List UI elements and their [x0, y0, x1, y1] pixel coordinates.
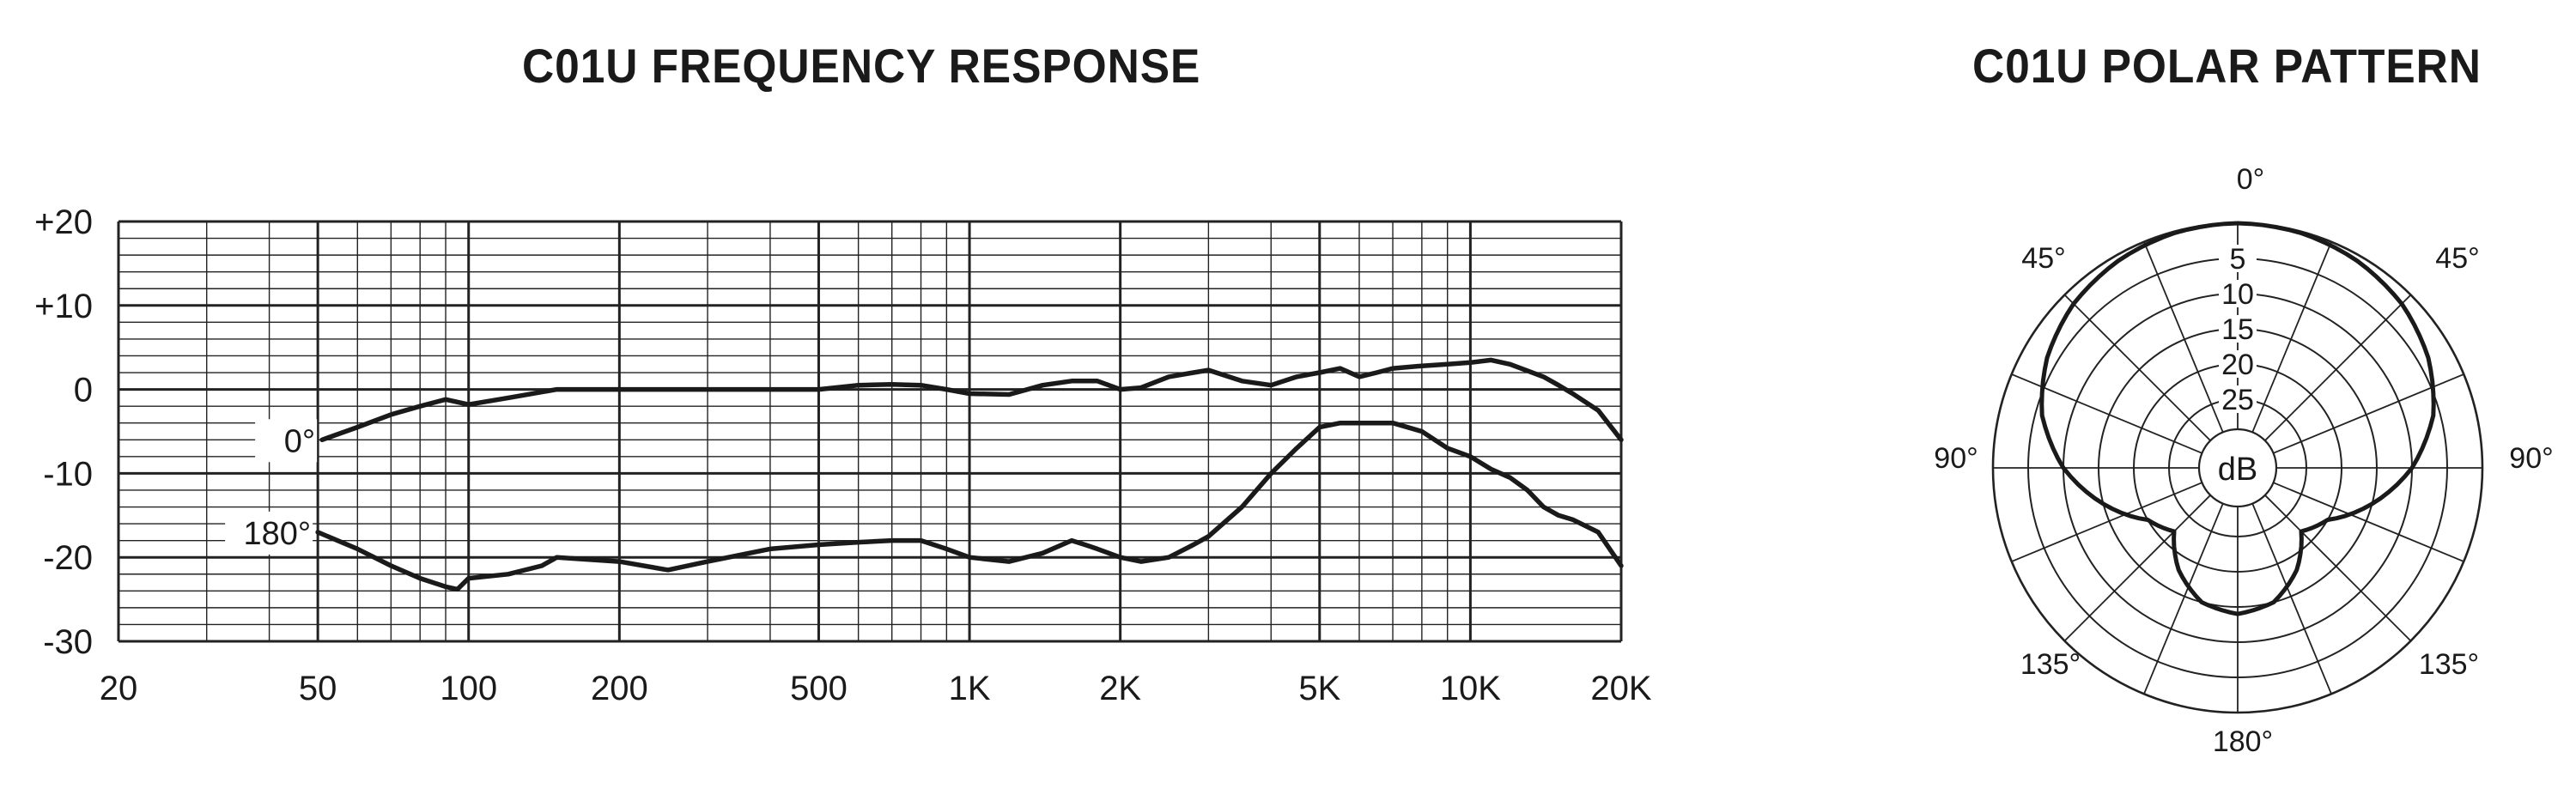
y-tick-label: +10 — [34, 288, 93, 325]
angle-label: 90° — [1934, 442, 1978, 475]
series-label: 180° — [244, 516, 312, 552]
x-tick-label: 50 — [299, 670, 337, 707]
x-tick-label: 500 — [790, 670, 848, 707]
polar-spoke — [2143, 503, 2224, 695]
frequency-response-title: C01U FREQUENCY RESPONSE — [522, 39, 1201, 93]
radial-unit-label: dB — [2218, 452, 2257, 488]
polar-spoke — [2251, 503, 2332, 695]
polar-spoke — [2063, 294, 2211, 441]
y-tick-label: -10 — [43, 455, 93, 493]
polar-pattern-series — [2039, 221, 2436, 616]
x-tick-label: 5K — [1298, 670, 1340, 707]
y-tick-label: -30 — [43, 623, 93, 661]
series-line-180-degree — [315, 420, 1624, 592]
radial-tick-label: 5 — [2230, 243, 2246, 276]
radial-tick-label: 20 — [2221, 349, 2254, 381]
series-label: 0° — [284, 423, 315, 459]
radial-tick-label-background — [2219, 245, 2257, 272]
x-tick-label: 100 — [440, 670, 497, 707]
angle-label: 135° — [2419, 648, 2479, 681]
x-tick-label: 1K — [949, 670, 991, 707]
radial-tick-label: 25 — [2221, 384, 2254, 416]
y-tick-label: -20 — [43, 539, 93, 577]
x-tick-label: 200 — [591, 670, 648, 707]
radial-tick-label: 15 — [2221, 313, 2254, 346]
angle-label: 45° — [2021, 242, 2065, 275]
angle-label: 0° — [2237, 163, 2265, 196]
series-label-background — [225, 511, 313, 555]
polar-spoke — [2143, 241, 2224, 433]
polar-spoke — [2273, 482, 2464, 562]
polar-pattern-curve — [2039, 221, 2436, 616]
angle-label: 135° — [2020, 648, 2081, 681]
x-tick-label: 20 — [100, 670, 138, 707]
frequency-response-series-labels: 0° 180° — [225, 419, 318, 555]
angle-label: 90° — [2509, 442, 2553, 475]
polar-spoke — [2063, 495, 2211, 642]
y-tick-label: +20 — [34, 203, 93, 241]
x-tick-label: 10K — [1440, 670, 1501, 707]
polar-spoke — [2011, 482, 2202, 562]
polar-pattern-title: C01U POLAR PATTERN — [1972, 39, 2482, 93]
radial-tick-label: 10 — [2221, 278, 2254, 311]
series-line-0-degree — [319, 357, 1624, 443]
polar-spoke — [2264, 495, 2412, 642]
series-label-background — [255, 419, 318, 463]
polar-spoke — [2264, 294, 2412, 441]
angle-label: 45° — [2435, 242, 2479, 275]
angle-label: 180° — [2213, 725, 2273, 758]
polar-spoke — [2251, 241, 2332, 433]
radial-tick-label-background — [2219, 280, 2257, 307]
frequency-response-series — [315, 357, 1624, 592]
x-tick-label: 20K — [1590, 670, 1651, 707]
y-tick-label: 0 — [74, 372, 93, 410]
x-tick-label: 2K — [1099, 670, 1141, 707]
radial-tick-label-background — [2219, 350, 2257, 378]
radial-tick-label-background — [2219, 385, 2257, 413]
radial-tick-label-background — [2219, 315, 2257, 343]
